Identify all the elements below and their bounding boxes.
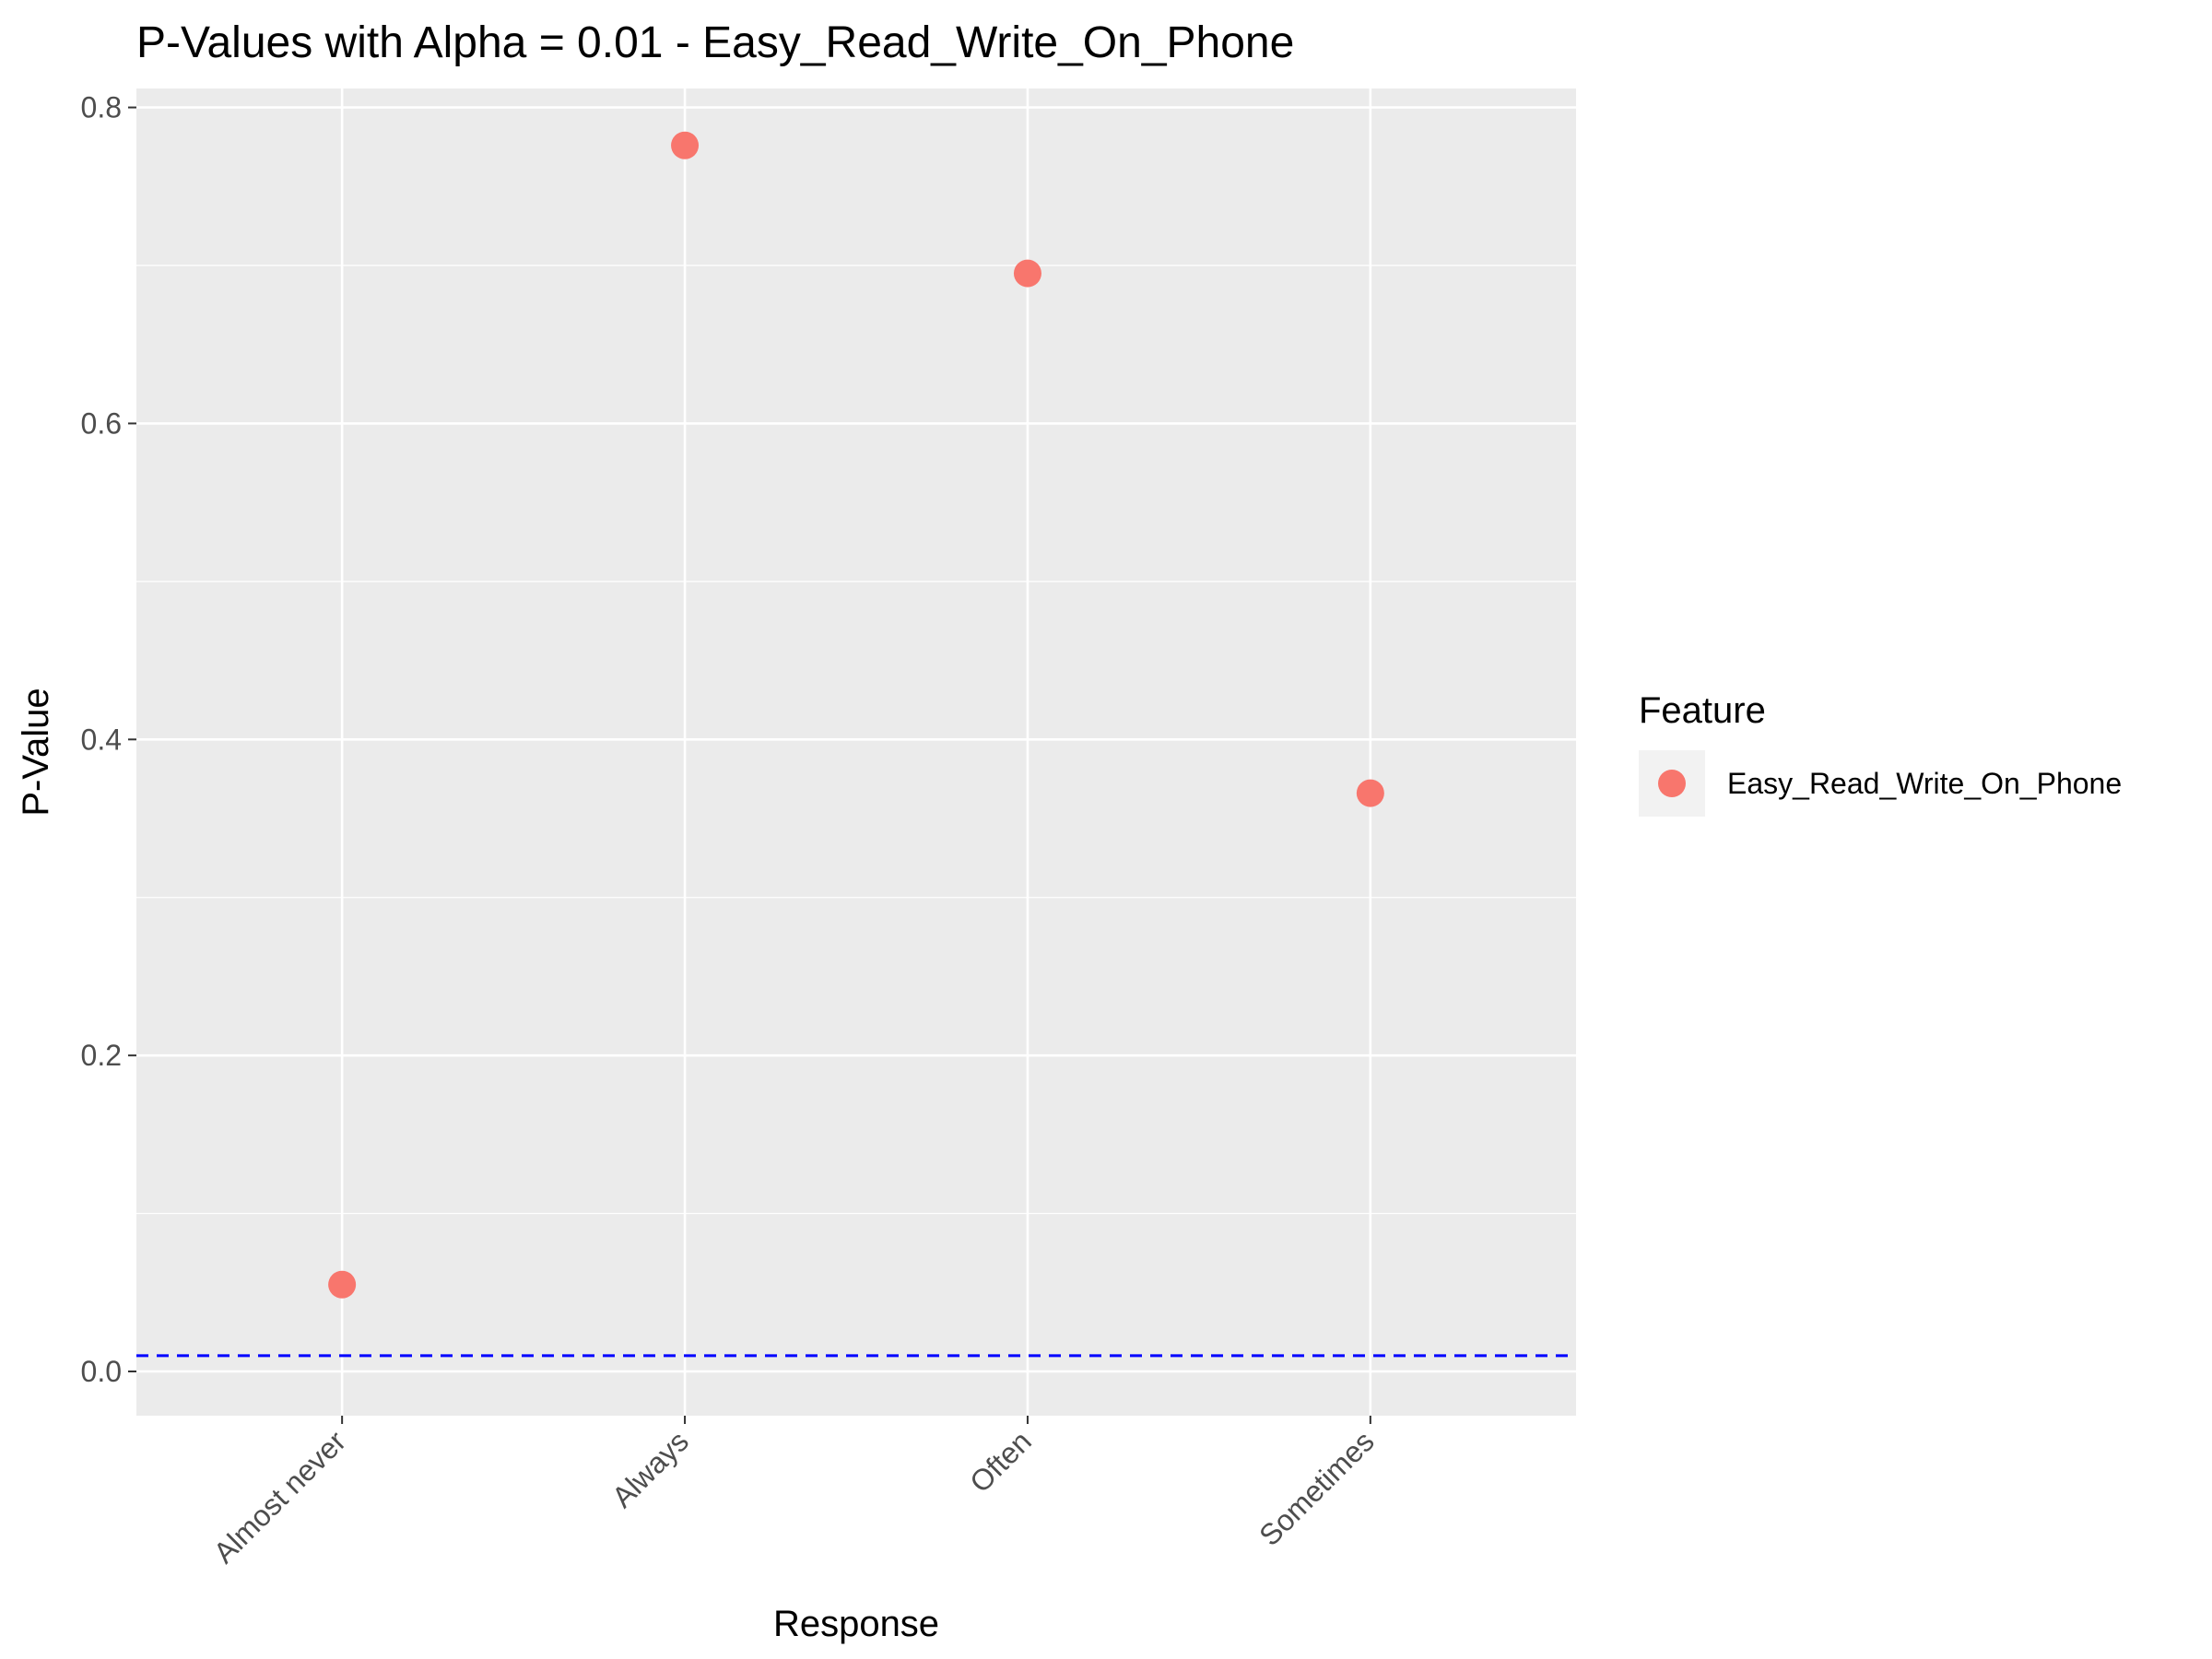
legend-title: Feature (1639, 690, 1766, 731)
legend-point (1658, 770, 1686, 797)
legend-label: Easy_Read_Write_On_Phone (1727, 767, 2122, 800)
data-point (671, 131, 700, 159)
y-tick-label: 0.0 (81, 1355, 122, 1388)
data-point (1356, 779, 1384, 807)
y-axis-title: P-Value (16, 688, 56, 816)
x-tick-label: Always (606, 1424, 695, 1513)
points-layer (328, 131, 1384, 1299)
legend: Feature Easy_Read_Write_On_Phone (1639, 690, 2122, 817)
chart-title: P-Values with Alpha = 0.01 - Easy_Read_W… (136, 18, 1294, 67)
data-point (328, 1270, 357, 1299)
y-tick-label: 0.6 (81, 406, 122, 440)
x-tick-label: Often (963, 1424, 1038, 1499)
y-tick-label: 0.8 (81, 91, 122, 124)
data-point (1013, 259, 1041, 288)
x-axis: Almost never Always Often Sometimes (207, 1416, 1381, 1570)
plot-panel (136, 88, 1576, 1416)
x-tick-label: Almost never (207, 1424, 353, 1570)
minor-grid (136, 265, 1576, 1215)
y-axis: 0.0 0.2 0.4 0.6 0.8 (81, 91, 136, 1388)
y-tick-label: 0.4 (81, 723, 122, 756)
y-tick-label: 0.2 (81, 1039, 122, 1072)
x-axis-title: Response (773, 1604, 939, 1644)
major-grid (136, 88, 1576, 1416)
x-tick-label: Sometimes (1253, 1424, 1381, 1552)
